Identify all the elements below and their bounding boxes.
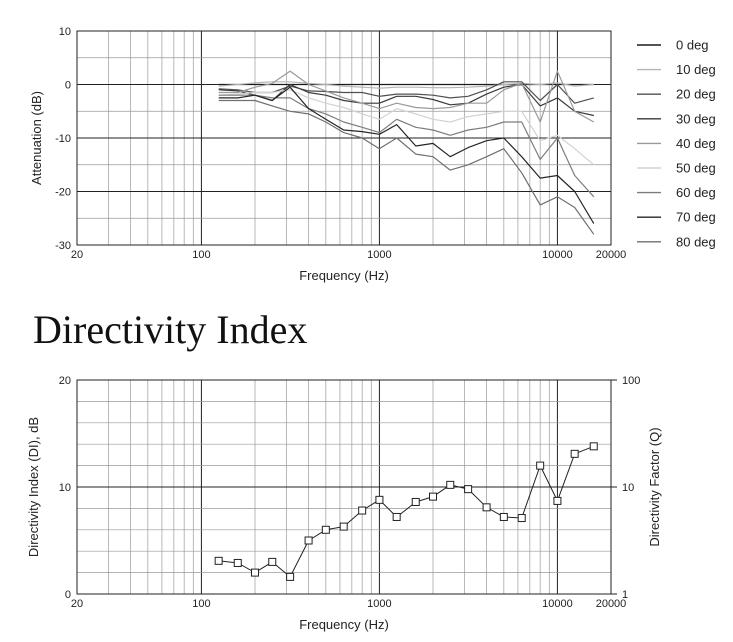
series-line-40-deg bbox=[218, 70, 595, 123]
x-tick-label: 1000 bbox=[367, 598, 391, 610]
series-line-di bbox=[218, 445, 594, 578]
y-tick-label: 10 bbox=[59, 26, 71, 38]
di-tick-labels: 20 100 1000 10000 20000 0 10 20 1 10 100 bbox=[59, 375, 641, 610]
x-tick-label: 10000 bbox=[542, 598, 573, 610]
data-point-marker bbox=[304, 536, 313, 545]
legend-label: 30 deg bbox=[676, 111, 716, 126]
di-x-axis-label: Frequency (Hz) bbox=[299, 617, 389, 632]
data-point-marker bbox=[589, 442, 598, 451]
series-line-80-deg bbox=[218, 99, 595, 235]
data-point-marker bbox=[268, 557, 277, 566]
y-tick-label: -30 bbox=[55, 240, 71, 252]
data-point-marker bbox=[339, 522, 348, 531]
legend-label: 40 deg bbox=[676, 136, 716, 151]
x-tick-label: 1000 bbox=[367, 249, 391, 261]
legend-label: 60 deg bbox=[676, 185, 716, 200]
x-tick-label: 20000 bbox=[596, 249, 627, 261]
data-point-marker bbox=[570, 449, 579, 458]
legend-label: 50 deg bbox=[676, 161, 716, 176]
directivity-index-chart: 20 100 1000 10000 20000 0 10 20 1 10 100 Frequency… bbox=[26, 375, 662, 632]
series-line-30-deg bbox=[218, 83, 594, 117]
series-line-10-deg bbox=[218, 81, 594, 89]
data-point-marker bbox=[482, 503, 491, 512]
legend-label: 10 deg bbox=[676, 62, 716, 77]
y-tick-label: 20 bbox=[59, 375, 71, 387]
data-point-marker bbox=[286, 572, 295, 581]
y2-tick-label: 1 bbox=[622, 589, 628, 601]
data-point-marker bbox=[251, 568, 259, 577]
polar-x-axis-label: Frequency (Hz) bbox=[299, 268, 389, 283]
polar-grid bbox=[76, 30, 612, 246]
x-tick-label: 20 bbox=[71, 249, 83, 261]
y-tick-label: 0 bbox=[65, 589, 71, 601]
data-point-marker bbox=[464, 485, 473, 494]
data-point-marker bbox=[233, 558, 242, 567]
data-point-marker bbox=[446, 480, 455, 489]
x-tick-label: 100 bbox=[192, 598, 210, 610]
di-y-axis-label-right: Directivity Factor (Q) bbox=[647, 427, 662, 546]
x-tick-label: 20000 bbox=[596, 598, 627, 610]
x-tick-label: 10000 bbox=[542, 249, 573, 261]
series-line-60-deg bbox=[218, 94, 595, 198]
y-tick-label: -10 bbox=[55, 133, 71, 145]
y-tick-label: 10 bbox=[59, 482, 71, 494]
data-point-marker bbox=[321, 525, 330, 534]
data-point-marker bbox=[536, 461, 545, 470]
y2-tick-label: 10 bbox=[622, 482, 634, 494]
data-point-marker bbox=[499, 512, 508, 521]
data-point-marker bbox=[392, 512, 401, 521]
di-grid bbox=[76, 379, 612, 595]
section-heading: Directivity Index bbox=[33, 307, 307, 352]
series-line-70-deg bbox=[218, 86, 595, 224]
data-point-marker bbox=[517, 514, 526, 523]
legend-label: 70 deg bbox=[676, 210, 716, 225]
legend-label: 80 deg bbox=[676, 234, 716, 249]
legend-label: 20 deg bbox=[676, 87, 716, 102]
data-point-marker bbox=[358, 506, 367, 515]
polar-legend: 0 deg 10 deg 20 deg 30 deg 40 deg 50 deg 60 de… bbox=[637, 38, 716, 249]
data-point-marker bbox=[429, 492, 437, 501]
data-point-marker bbox=[553, 496, 562, 505]
polar-series-lines bbox=[218, 70, 595, 235]
data-point-marker bbox=[411, 497, 420, 506]
di-y-axis-label-left: Directivity Index (DI), dB bbox=[26, 417, 41, 557]
data-point-marker bbox=[214, 556, 223, 565]
di-series-line bbox=[214, 442, 598, 581]
y-tick-label: 0 bbox=[65, 80, 71, 92]
series-line-50-deg bbox=[218, 89, 595, 166]
legend-label: 0 deg bbox=[676, 38, 709, 53]
data-point-marker bbox=[375, 495, 384, 504]
polar-y-axis-label: Attenuation (dB) bbox=[29, 91, 44, 185]
x-tick-label: 20 bbox=[71, 598, 83, 610]
y2-tick-label: 100 bbox=[622, 375, 640, 387]
polar-plot-frame bbox=[76, 30, 612, 246]
x-tick-label: 100 bbox=[192, 249, 210, 261]
y-tick-label: -20 bbox=[55, 187, 71, 199]
series-line-20-deg bbox=[218, 81, 594, 104]
